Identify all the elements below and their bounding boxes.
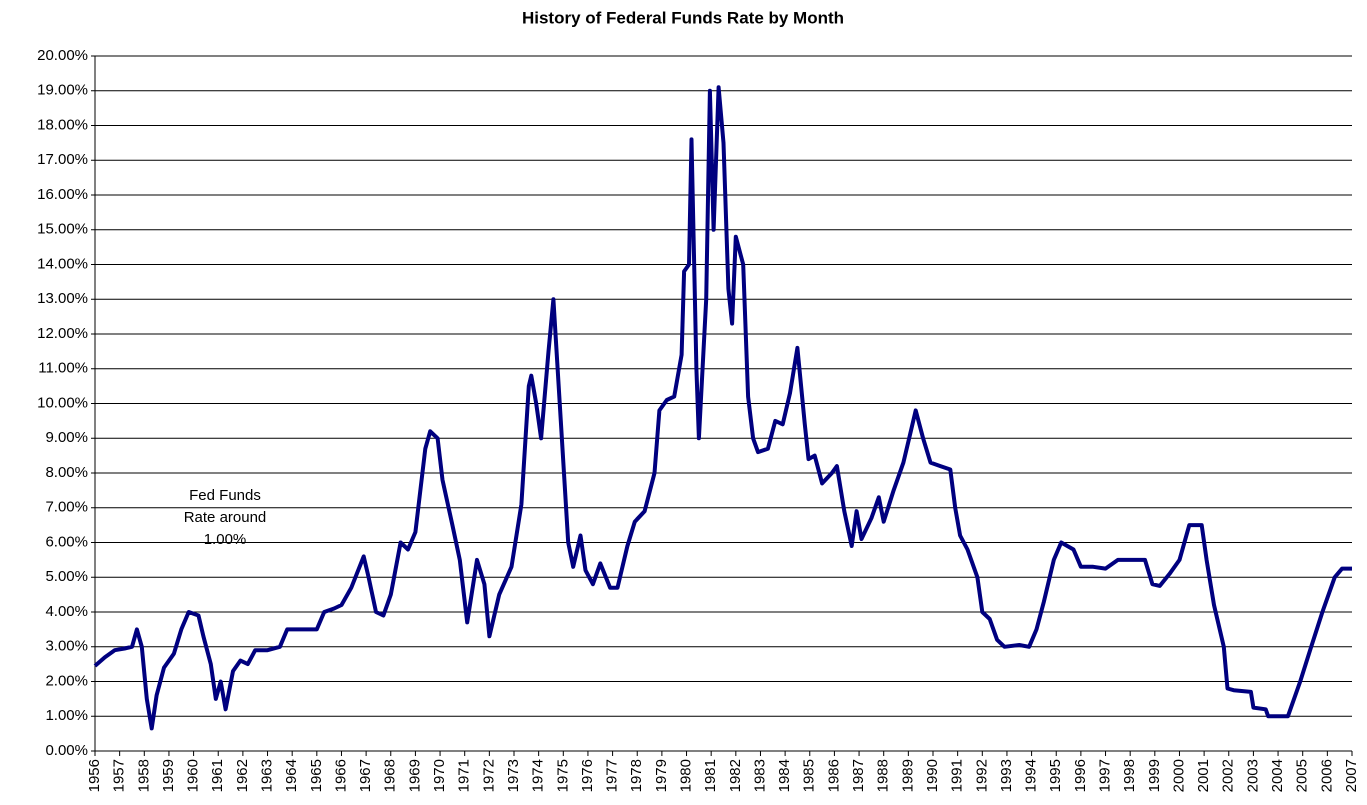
- x-tick-label: 1956: [86, 759, 103, 792]
- y-tick-label: 2.00%: [45, 672, 88, 689]
- x-tick-label: 2003: [1244, 759, 1261, 792]
- x-tick-label: 2006: [1318, 759, 1335, 792]
- x-tick-label: 1964: [283, 759, 300, 792]
- x-tick-label: 1975: [554, 759, 571, 792]
- x-tick-label: 2000: [1170, 759, 1187, 792]
- x-tick-label: 1997: [1096, 759, 1113, 792]
- y-tick-label: 8.00%: [45, 464, 88, 481]
- annotation: Rate around: [184, 509, 267, 526]
- annotation: 1.00%: [204, 531, 247, 548]
- x-tick-label: 1962: [234, 759, 251, 792]
- x-tick-label: 1971: [456, 759, 473, 792]
- x-tick-label: 1977: [604, 759, 621, 792]
- x-tick-label: 2005: [1294, 759, 1311, 792]
- annotation: Fed Funds: [189, 487, 261, 504]
- y-tick-label: 9.00%: [45, 429, 88, 446]
- x-tick-label: 2004: [1269, 759, 1286, 792]
- x-tick-label: 1979: [653, 759, 670, 792]
- x-tick-label: 1958: [135, 759, 152, 792]
- x-tick-label: 1998: [1121, 759, 1138, 792]
- y-tick-label: 10.00%: [37, 394, 88, 411]
- rate-line: [93, 85, 1352, 731]
- x-tick-label: 1987: [850, 759, 867, 792]
- x-tick-label: 1972: [480, 759, 497, 792]
- y-tick-label: 5.00%: [45, 568, 88, 585]
- x-tick-label: 1965: [308, 759, 325, 792]
- x-tick-label: 1968: [382, 759, 399, 792]
- x-tick-label: 1966: [332, 759, 349, 792]
- x-tick-label: 1986: [825, 759, 842, 792]
- x-tick-label: 1978: [628, 759, 645, 792]
- y-tick-label: 0.00%: [45, 742, 88, 759]
- x-tick-label: 1957: [111, 759, 128, 792]
- x-tick-label: 1976: [579, 759, 596, 792]
- x-tick-label: 1970: [431, 759, 448, 792]
- x-tick-label: 1990: [924, 759, 941, 792]
- x-tick-label: 1961: [209, 759, 226, 792]
- x-tick-label: 1959: [160, 759, 177, 792]
- y-tick-label: 18.00%: [37, 116, 88, 133]
- x-tick-label: 1984: [776, 759, 793, 792]
- x-tick-label: 1973: [505, 759, 522, 792]
- y-tick-label: 16.00%: [37, 186, 88, 203]
- x-tick-label: 1960: [185, 759, 202, 792]
- y-tick-label: 4.00%: [45, 603, 88, 620]
- x-tick-label: 1969: [406, 759, 423, 792]
- x-tick-label: 1974: [530, 759, 547, 792]
- y-tick-label: 7.00%: [45, 499, 88, 516]
- x-tick-label: 2002: [1220, 759, 1237, 792]
- x-tick-label: 1996: [1072, 759, 1089, 792]
- y-tick-label: 19.00%: [37, 82, 88, 99]
- y-tick-label: 17.00%: [37, 151, 88, 168]
- x-tick-label: 1993: [998, 759, 1015, 792]
- y-tick-label: 13.00%: [37, 290, 88, 307]
- x-tick-label: 1982: [727, 759, 744, 792]
- x-tick-label: 2007: [1343, 759, 1360, 792]
- y-tick-label: 1.00%: [45, 707, 88, 724]
- x-tick-label: 1980: [677, 759, 694, 792]
- x-tick-label: 2001: [1195, 759, 1212, 792]
- x-tick-label: 1981: [702, 759, 719, 792]
- y-tick-label: 6.00%: [45, 533, 88, 550]
- x-tick-label: 1999: [1146, 759, 1163, 792]
- x-tick-label: 1995: [1047, 759, 1064, 792]
- x-tick-label: 1989: [899, 759, 916, 792]
- x-tick-label: 1994: [1023, 759, 1040, 792]
- chart-title: History of Federal Funds Rate by Month: [522, 8, 844, 27]
- y-tick-label: 14.00%: [37, 255, 88, 272]
- x-tick-label: 1992: [973, 759, 990, 792]
- y-tick-label: 12.00%: [37, 325, 88, 342]
- y-tick-label: 15.00%: [37, 221, 88, 238]
- y-tick-label: 3.00%: [45, 638, 88, 655]
- x-tick-label: 1988: [875, 759, 892, 792]
- x-tick-label: 1963: [258, 759, 275, 792]
- x-tick-label: 1991: [949, 759, 966, 792]
- x-tick-label: 1985: [801, 759, 818, 792]
- x-tick-label: 1983: [751, 759, 768, 792]
- y-tick-label: 11.00%: [38, 360, 88, 377]
- x-tick-label: 1967: [357, 759, 374, 792]
- y-tick-label: 20.00%: [37, 47, 88, 64]
